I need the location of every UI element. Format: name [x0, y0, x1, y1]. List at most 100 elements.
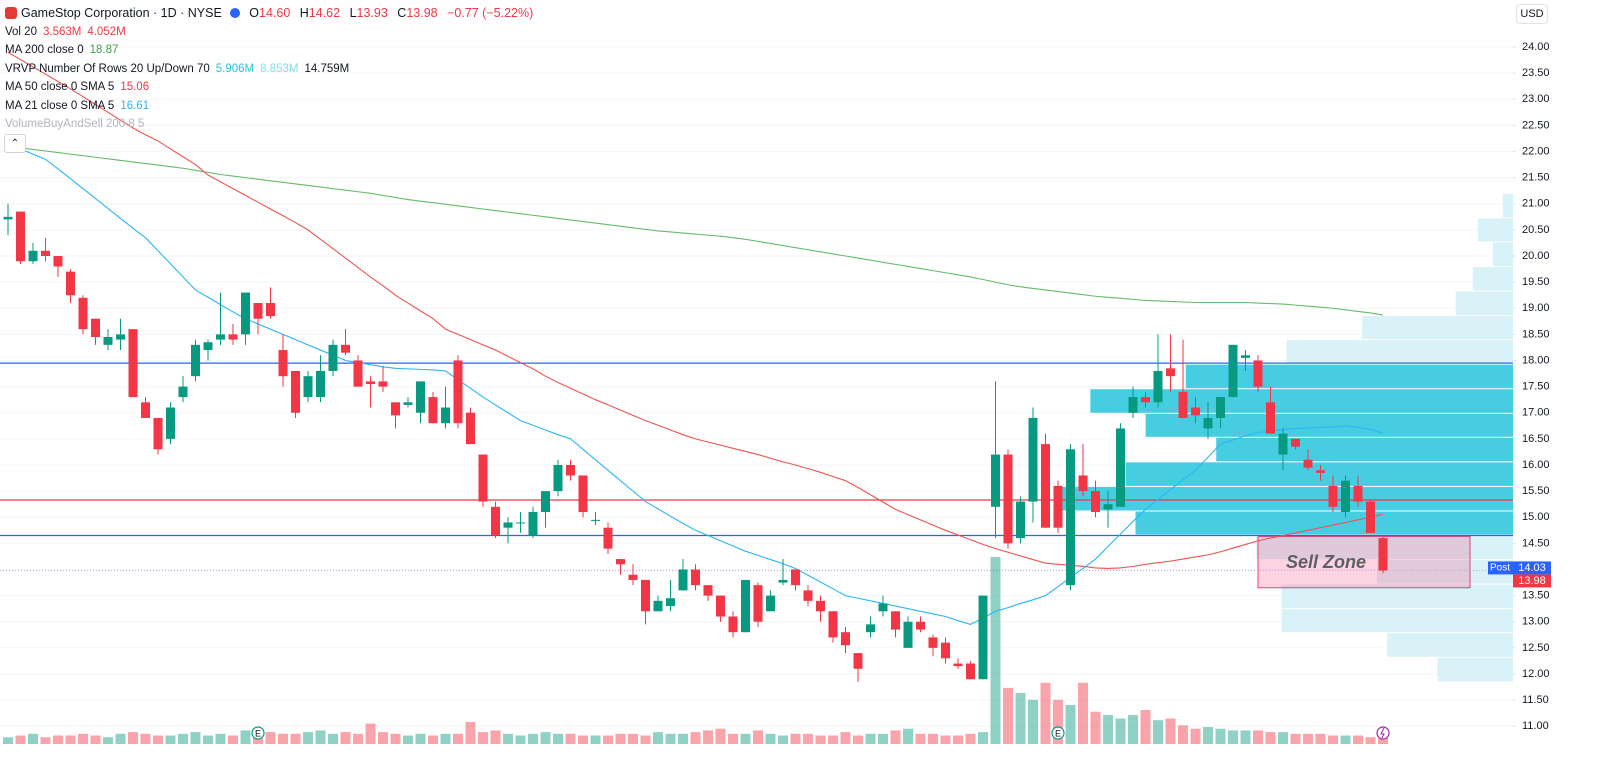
- volume-bar: [1215, 728, 1226, 744]
- ohlc-label: C: [397, 6, 407, 20]
- y-tick-label: 21.00: [1522, 198, 1550, 210]
- market-status: [229, 8, 240, 18]
- candle-body: [578, 475, 588, 513]
- y-tick-label: 13.00: [1522, 616, 1550, 628]
- volume-bar: [365, 723, 376, 744]
- candle-body: [178, 386, 188, 398]
- volume-bar: [665, 733, 676, 744]
- indicator-row: VolumeBuyAndSell 200 8 5: [5, 115, 533, 134]
- volume-profile-row: [1377, 560, 1513, 584]
- earnings-marker[interactable]: E: [1051, 726, 1065, 740]
- earnings-marker[interactable]: E: [251, 726, 265, 740]
- candle-body: [878, 603, 888, 612]
- ohlc-label: H: [299, 6, 309, 20]
- volume-bar: [640, 735, 651, 744]
- last-price-label: 13.98: [1518, 575, 1546, 587]
- volume-bar: [1340, 735, 1351, 744]
- candle-body: [791, 569, 800, 586]
- volume-bar: [728, 733, 738, 744]
- y-tick-label: 11.00: [1522, 720, 1549, 732]
- candle-body: [1041, 444, 1050, 528]
- indicator-value: 18.87: [89, 44, 119, 56]
- volume-bar: [840, 732, 851, 744]
- moving-average-line: [7, 143, 1384, 625]
- indicator-value: 5.906M: [215, 62, 255, 75]
- currency-button[interactable]: USD: [1516, 4, 1548, 24]
- change: −0.77 (−5.22%): [447, 6, 534, 20]
- collapse-button[interactable]: ⌃: [4, 134, 26, 153]
- volume-bar: [190, 732, 201, 744]
- candle-body: [1203, 417, 1213, 429]
- volume-bar: [465, 721, 476, 744]
- volume-bar: [628, 733, 638, 744]
- volume-bar: [965, 733, 976, 744]
- candle-body: [3, 216, 13, 220]
- volume-profile-row: [1492, 242, 1513, 266]
- volume-bar: [1290, 733, 1301, 744]
- y-tick-label: 18.00: [1522, 354, 1550, 366]
- volume-bar: [528, 733, 538, 744]
- volume-bar: [815, 735, 826, 744]
- volume-bar: [203, 735, 213, 744]
- volume-bar: [1178, 725, 1188, 744]
- volume-profile-row: [1361, 316, 1513, 340]
- moving-average-line: [7, 51, 1384, 569]
- event-marker[interactable]: [1376, 726, 1390, 740]
- candle-body: [553, 465, 563, 492]
- candle-body: [853, 653, 863, 669]
- volume-bar: [3, 737, 13, 744]
- ohlc-label: O: [249, 6, 259, 20]
- candle-body: [953, 663, 963, 667]
- candle-body: [141, 402, 150, 418]
- volume-profile-row: [1125, 462, 1513, 486]
- volume-bar: [878, 733, 888, 744]
- y-tick-label: 18.50: [1522, 328, 1550, 340]
- volume-bar: [990, 557, 1001, 744]
- candle-body: [753, 585, 763, 622]
- candle-body: [278, 350, 288, 377]
- volume-bar: [290, 733, 301, 744]
- y-tick-label: 19.50: [1522, 276, 1550, 288]
- candle-body: [916, 621, 925, 630]
- volume-bar: [540, 732, 551, 744]
- candle-body: [216, 334, 225, 340]
- post-label: Post: [1490, 563, 1510, 574]
- volume-bar: [128, 732, 138, 744]
- candle-body: [1116, 428, 1125, 507]
- indicator-label: Vol 20: [5, 25, 37, 38]
- candle-body: [1316, 470, 1325, 473]
- candle-body: [453, 360, 463, 424]
- candle-body: [328, 344, 338, 371]
- candle-body: [416, 381, 425, 413]
- ohlc-label: L: [349, 6, 357, 20]
- symbol-title[interactable]: GameStop Corporation · 1D · NYSE: [21, 6, 222, 20]
- candle-body: [266, 303, 275, 317]
- volume-bar: [340, 732, 351, 744]
- candle-body: [1003, 454, 1013, 544]
- volume-bar: [1353, 735, 1363, 744]
- y-tick-label: 24.00: [1522, 41, 1550, 53]
- volume-bar: [453, 733, 463, 744]
- volume-bar: [153, 735, 163, 744]
- candle-body: [928, 637, 938, 648]
- candle-body: [841, 632, 850, 646]
- indicator-value: 4.052M: [87, 25, 126, 38]
- candle-body: [1278, 433, 1288, 455]
- candle-body: [778, 579, 788, 583]
- volume-bar: [1053, 699, 1063, 744]
- candle-body: [1328, 485, 1338, 507]
- volume-bar: [78, 733, 88, 744]
- volume-profile-row: [1286, 340, 1513, 364]
- candle-body: [591, 519, 600, 521]
- volume-bar: [790, 733, 801, 744]
- volume-bar: [590, 735, 601, 744]
- candle-body: [1078, 475, 1088, 492]
- volume-bar: [503, 733, 513, 744]
- candle-body: [1228, 344, 1238, 398]
- volume-bar: [178, 733, 188, 744]
- candle-body: [703, 585, 713, 596]
- y-tick-label: 17.50: [1522, 381, 1550, 393]
- volume-bar: [928, 733, 938, 744]
- sell-zone[interactable]: [1257, 536, 1471, 589]
